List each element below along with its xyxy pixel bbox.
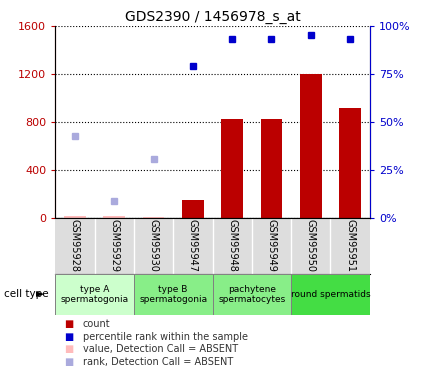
Text: cell type: cell type (4, 290, 49, 299)
Text: round spermatids: round spermatids (291, 290, 370, 299)
Bar (55, 274, 134, 315)
Bar (339, 108, 361, 218)
Bar (221, 120, 243, 218)
Text: ►: ► (36, 290, 45, 299)
Text: GSM95950: GSM95950 (306, 219, 316, 272)
Text: GSM95951: GSM95951 (345, 219, 355, 272)
Text: rank, Detection Call = ABSENT: rank, Detection Call = ABSENT (83, 357, 233, 366)
Text: pachytene
spermatocytes: pachytene spermatocytes (218, 285, 286, 304)
Text: GSM95948: GSM95948 (227, 219, 237, 272)
Text: percentile rank within the sample: percentile rank within the sample (83, 332, 248, 342)
Text: GSM95928: GSM95928 (70, 219, 80, 272)
Title: GDS2390 / 1456978_s_at: GDS2390 / 1456978_s_at (125, 10, 300, 24)
Bar (64, 216, 86, 217)
Bar (291, 274, 370, 315)
Text: ■: ■ (64, 332, 73, 342)
Text: GSM95949: GSM95949 (266, 219, 277, 272)
Bar (143, 216, 164, 217)
Text: ■: ■ (64, 357, 73, 366)
Text: value, Detection Call = ABSENT: value, Detection Call = ABSENT (83, 344, 238, 354)
Bar (300, 74, 322, 217)
Text: GSM95947: GSM95947 (188, 219, 198, 272)
Text: GSM95929: GSM95929 (109, 219, 119, 272)
Text: GSM95930: GSM95930 (148, 219, 159, 272)
Text: type B
spermatogonia: type B spermatogonia (139, 285, 207, 304)
Text: type A
spermatogonia: type A spermatogonia (60, 285, 129, 304)
Text: count: count (83, 320, 110, 329)
Bar (212, 274, 291, 315)
Bar (134, 274, 212, 315)
Bar (261, 120, 282, 218)
Text: ■: ■ (64, 320, 73, 329)
Bar (182, 200, 204, 217)
Bar (103, 216, 125, 217)
Text: ■: ■ (64, 344, 73, 354)
